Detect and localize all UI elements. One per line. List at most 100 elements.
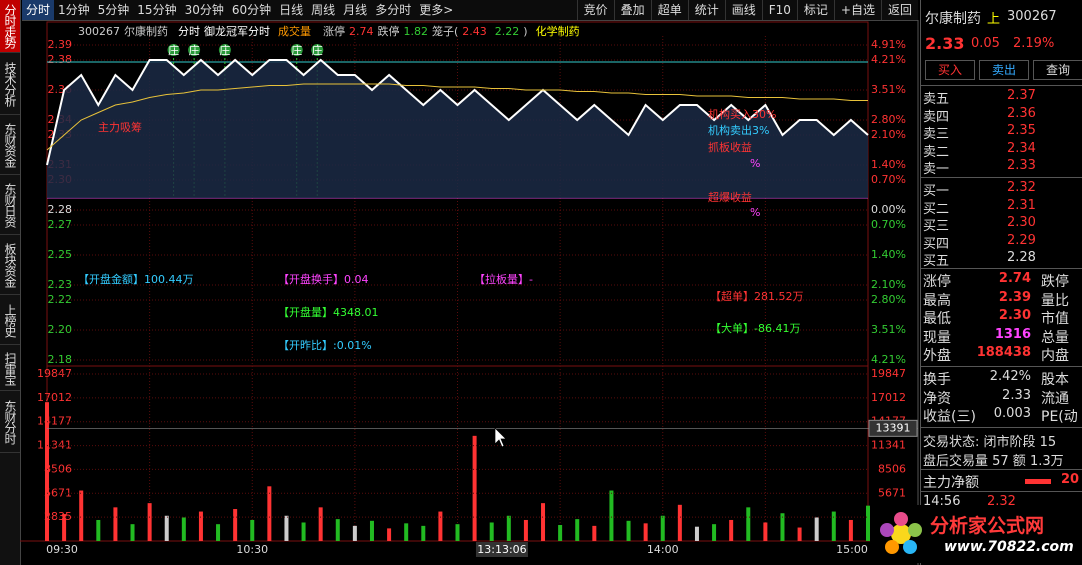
trade-button[interactable]: 卖出: [979, 60, 1029, 80]
volume-bar: [79, 490, 84, 541]
logo: 分析家公式网 www.70822.com: [870, 505, 1082, 563]
toolbar: 分时 1分钟 5分钟 15分钟 30分钟 60分钟 日线 周线 月线 多分时 更多> 竞价 叠加 超单 统计…: [22, 0, 918, 21]
separator: [921, 469, 1082, 470]
period-button[interactable]: 分时: [22, 0, 55, 20]
volume-bar: [233, 509, 238, 541]
volume-tick-label-right: 19847: [871, 367, 906, 380]
volume-tick-label-right: 17012: [871, 391, 906, 404]
y2-tick-label: 4.21%: [871, 53, 906, 66]
separator: [921, 491, 1082, 492]
volume-bar: [284, 515, 289, 541]
volume-tick-label-right: 5671: [878, 486, 906, 499]
marker-label: 庄: [189, 43, 200, 57]
stat-value: 188438: [976, 345, 1031, 360]
period-button[interactable]: 周线: [311, 3, 336, 17]
tool-button[interactable]: 超单: [650, 0, 688, 20]
tool-buttons: 竞价 叠加 超单 统计 画线 F10 标记 +自选 返回: [576, 0, 918, 20]
crosshair-value-box: [868, 419, 918, 437]
period-button[interactable]: 60分钟: [231, 3, 272, 17]
volume-bar: [438, 511, 443, 541]
stat-label-2: PE(动: [1041, 409, 1078, 425]
volume-tick-label: 11341: [37, 439, 72, 452]
side-tab[interactable]: 扫雷宝: [0, 346, 20, 391]
volume-bar: [523, 519, 528, 541]
status-line: 交易状态: 闭市阶段 15: [923, 435, 1057, 450]
tool-button[interactable]: F10: [761, 0, 797, 20]
volume-bar: [609, 490, 614, 541]
tool-button[interactable]: 竞价: [576, 0, 614, 20]
avg-line: [46, 83, 868, 151]
crosshair-value: 13391: [876, 421, 911, 434]
period-button[interactable]: 多分时: [375, 3, 412, 17]
chart-header: ): [523, 25, 527, 38]
stat-value: 2.39: [998, 289, 1031, 305]
marker-badge: [167, 44, 180, 56]
separator: [921, 366, 1082, 367]
volume-bar: [506, 515, 511, 541]
tool-button[interactable]: 叠加: [613, 0, 651, 20]
stat-label-2: 跌停: [1041, 274, 1069, 290]
annotation: 抓板收益: [708, 140, 752, 154]
volume-bar: [763, 522, 768, 541]
volume-bar: [712, 524, 717, 541]
volume-bar: [96, 519, 101, 541]
side-tab[interactable]: 东财资金: [0, 116, 20, 175]
main-net-bar: [1025, 479, 1051, 484]
stat-label: 外盘: [923, 348, 951, 364]
side-tab[interactable]: 东财日资: [0, 176, 20, 235]
stat-value: 2.33: [1002, 387, 1031, 403]
period-button[interactable]: 日线: [279, 3, 304, 17]
tool-button[interactable]: 画线: [724, 0, 762, 20]
stat-label: 最高: [923, 292, 951, 309]
x-tick-label: 15:00: [836, 543, 868, 556]
y2-tick-label: 1.40%: [871, 248, 906, 261]
period-button[interactable]: 15分钟: [137, 3, 177, 17]
period-button[interactable]: 月线: [343, 3, 368, 17]
stat-label: 现量: [923, 329, 951, 346]
chart-header: 2.74: [349, 25, 374, 38]
volume-bar: [746, 507, 751, 541]
side-tab[interactable]: 技术分析: [0, 54, 20, 115]
stat-label-2: 内盘: [1041, 348, 1069, 364]
x-tick-label: 09:30: [46, 543, 78, 556]
volume-bar: [694, 526, 699, 541]
period-button[interactable]: 5分钟: [97, 3, 130, 17]
tool-button[interactable]: 返回: [880, 0, 918, 20]
side-tab[interactable]: 上榜史: [0, 296, 20, 345]
annotation: 【开昨比】:0.01%: [278, 339, 372, 352]
side-tab[interactable]: 分时走势: [0, 0, 20, 53]
annotation: %: [750, 206, 760, 219]
tool-button[interactable]: 标记: [796, 0, 834, 20]
annotation: 主力吸筹: [98, 120, 142, 134]
quote-panel: 尔康制药上 300267 2.33 0.05 2.19% 买入 卖出 查询 卖五 2.37 卖四 2.…: [920, 0, 1082, 565]
tool-button[interactable]: +自选: [833, 0, 881, 20]
price-area: [47, 60, 868, 198]
volume-bar: [250, 519, 255, 541]
y2-tick-label: 0.00%: [871, 203, 906, 216]
y2-tick-label: 3.51%: [871, 83, 906, 96]
stock-name: 尔康制药: [925, 11, 981, 27]
period-button[interactable]: 1分钟: [58, 3, 90, 17]
marker-label: 庄: [312, 43, 323, 57]
volume-bar: [780, 513, 785, 541]
volume-tick-label-right: 8506: [878, 462, 906, 475]
trade-button[interactable]: 查询: [1033, 60, 1082, 80]
side-tab[interactable]: 东财分时: [0, 392, 20, 453]
stat-value: 0.003: [993, 406, 1031, 421]
side-tab[interactable]: 板块资金: [0, 236, 20, 295]
stat-value: 2.42%: [989, 369, 1031, 384]
stat-value: 1316: [994, 326, 1031, 342]
trade-button[interactable]: 买入: [925, 60, 975, 80]
book-price: 2.32: [1007, 180, 1036, 195]
volume-bar: [369, 520, 374, 541]
y2-tick-label: 2.80%: [871, 293, 906, 306]
stat-label-2: 流通: [1041, 390, 1069, 407]
logo-icon: [880, 512, 922, 554]
period-button[interactable]: 30分钟: [184, 3, 224, 17]
annotation: 【拉板量】-: [474, 272, 533, 286]
stat-label-2: 量比: [1041, 292, 1069, 309]
book-label: 买四: [923, 236, 950, 252]
book-price: 2.30: [1007, 215, 1036, 230]
tool-button[interactable]: 统计: [687, 0, 725, 20]
period-button[interactable]: 更多>: [419, 3, 454, 17]
